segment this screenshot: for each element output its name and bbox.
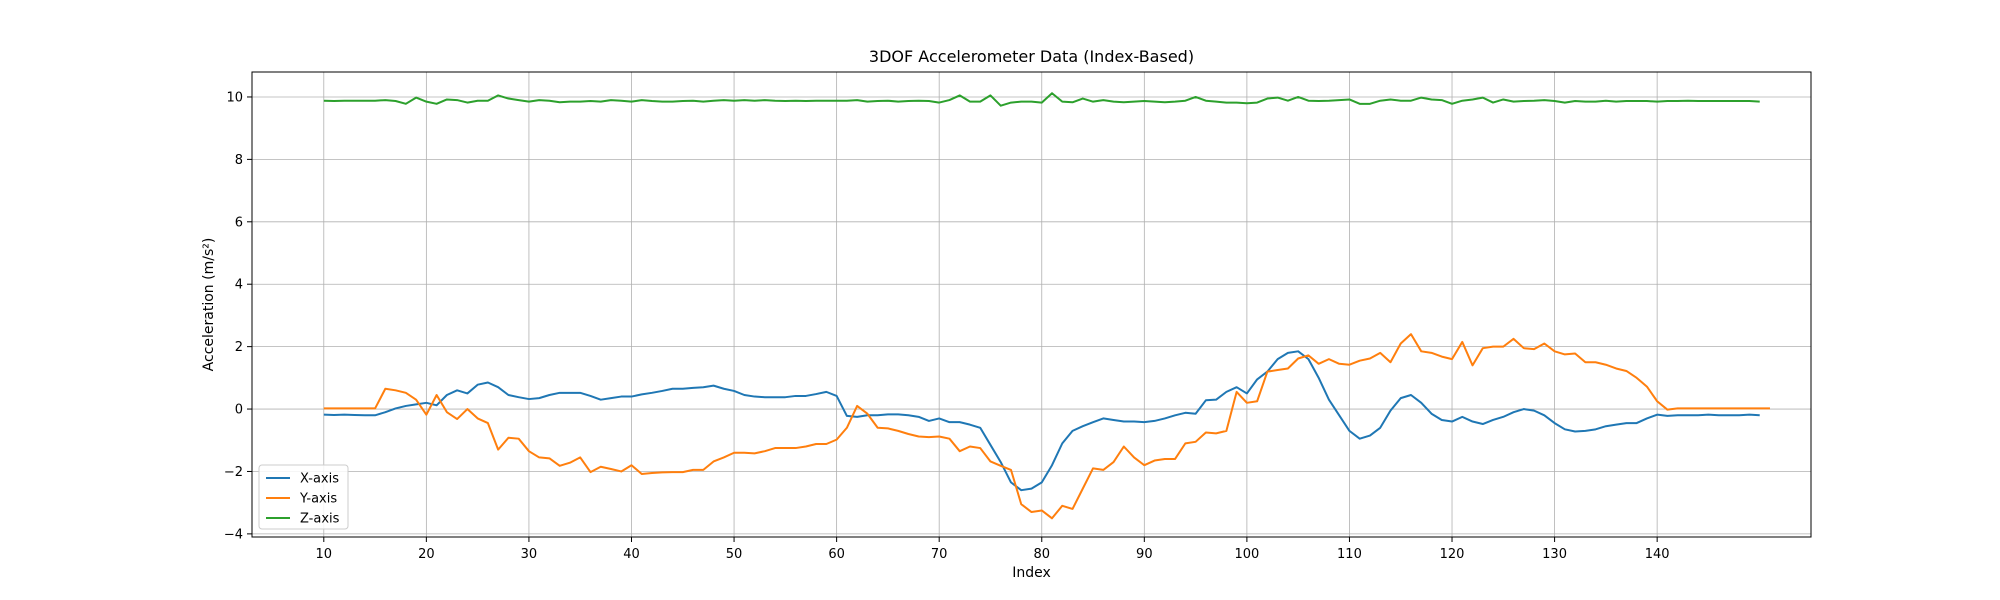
x-tick-label: 60 [828,547,845,562]
y-axis-label: Acceleration (m/s²) [201,238,217,372]
y-tick-label: 6 [235,215,243,230]
x-tick-label: 10 [316,547,333,562]
x-ticks: 10 20 30 40 50 60 70 80 90 100 110 120 130 140 [316,537,1670,562]
y-tick-label: 2 [235,340,243,355]
y-tick-label: −4 [224,527,243,542]
x-tick-label: 20 [418,547,435,562]
series-lines [323,92,1770,520]
y-tick-label: 4 [235,278,243,293]
x-tick-label: 90 [1136,547,1153,562]
series-line-x-axis [323,350,1760,492]
y-tick-label: 8 [235,153,243,168]
x-tick-label: 80 [1033,547,1050,562]
x-tick-label: 100 [1234,547,1259,562]
x-tick-label: 30 [521,547,538,562]
y-tick-label: 10 [226,90,243,105]
x-tick-label: 40 [623,547,640,562]
legend-label: Z-axis [300,512,340,527]
grid [252,72,1811,537]
legend-label: Y-axis [299,492,337,507]
y-tick-label: −2 [224,465,243,480]
x-tick-label: 110 [1337,547,1362,562]
y-ticks: −4 −2 0 2 4 6 8 10 [224,90,252,542]
series-line-y-axis [323,333,1770,520]
x-tick-label: 120 [1440,547,1465,562]
plot-frame [251,71,1812,538]
legend-label: X-axis [300,472,339,487]
y-tick-label: 0 [235,403,243,418]
x-tick-label: 140 [1645,547,1670,562]
x-tick-label: 70 [931,547,948,562]
x-tick-label: 130 [1542,547,1567,562]
chart-title: 3DOF Accelerometer Data (Index-Based) [869,47,1194,66]
x-tick-label: 50 [726,547,743,562]
series-line-z-axis [323,92,1760,107]
x-axis-label: Index [1012,565,1051,581]
legend-box [258,464,349,530]
legend: X-axis Y-axis Z-axis [258,464,349,530]
